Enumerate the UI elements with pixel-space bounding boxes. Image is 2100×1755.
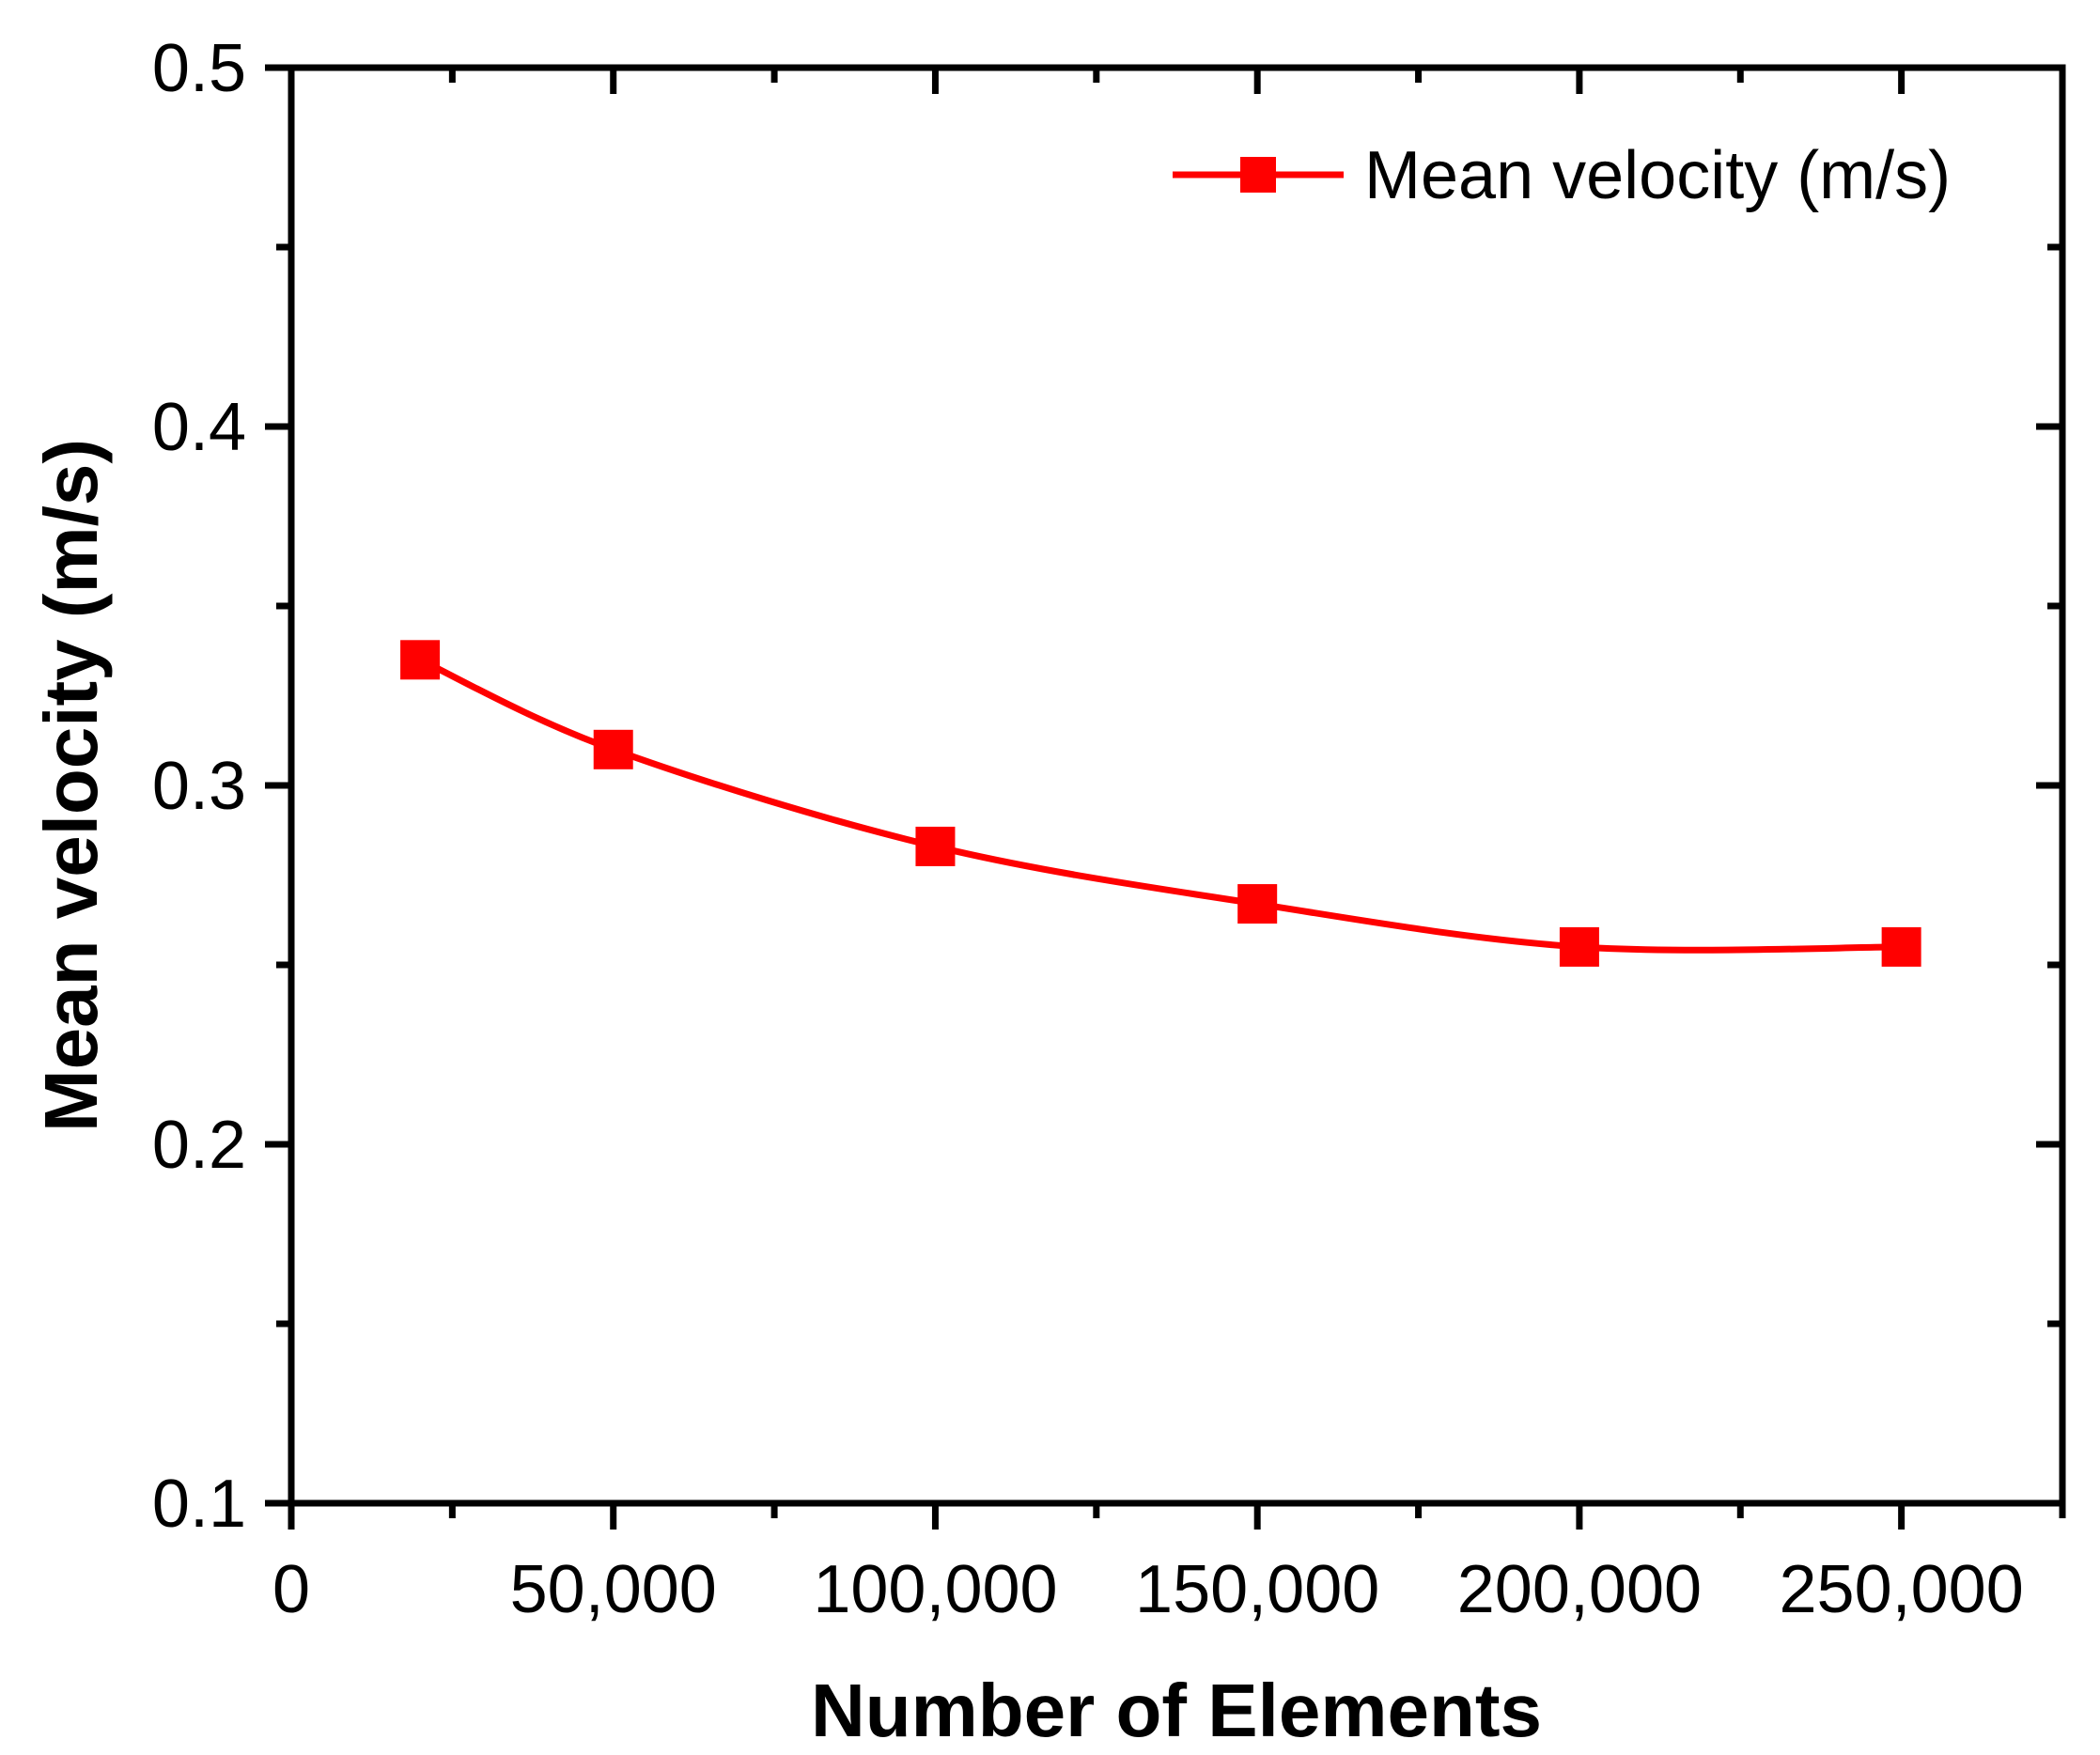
x-tick-label: 250,000 xyxy=(1780,1552,2024,1627)
x-tick-label: 100,000 xyxy=(813,1552,1057,1627)
data-point-marker xyxy=(1881,926,1921,967)
axis-ticks xyxy=(265,64,2066,1530)
legend-marker xyxy=(1240,157,1276,193)
x-tick-label: 50,000 xyxy=(510,1552,717,1627)
legend-label: Mean velocity (m/s) xyxy=(1364,138,1951,213)
y-tick-label: 0.3 xyxy=(152,749,246,824)
data-point-marker xyxy=(915,826,956,866)
data-point-marker xyxy=(1237,884,1278,924)
data-point-marker xyxy=(593,729,633,769)
y-tick-label: 0.5 xyxy=(152,31,246,106)
x-tick-label: 0 xyxy=(272,1552,310,1627)
y-tick-label: 0.1 xyxy=(152,1467,246,1542)
y-axis-title: Mean velocity (m/s) xyxy=(29,439,113,1132)
data-point-marker xyxy=(400,640,441,680)
data-point-marker xyxy=(1559,926,1599,967)
x-tick-label: 150,000 xyxy=(1135,1552,1379,1627)
plot-frame xyxy=(288,64,2066,1507)
series-markers xyxy=(400,640,1921,967)
x-axis-title: Number of Elements xyxy=(811,1669,1542,1752)
legend: Mean velocity (m/s) xyxy=(1173,138,1951,213)
y-tick-label: 0.4 xyxy=(152,390,246,465)
x-tick-label: 200,000 xyxy=(1457,1552,1702,1627)
series-line xyxy=(418,657,1902,954)
tick-labels: 0 50,000 100,000 150,000 200,000 250,000 0.1 0.… xyxy=(152,31,2024,1627)
y-tick-label: 0.2 xyxy=(152,1108,246,1183)
